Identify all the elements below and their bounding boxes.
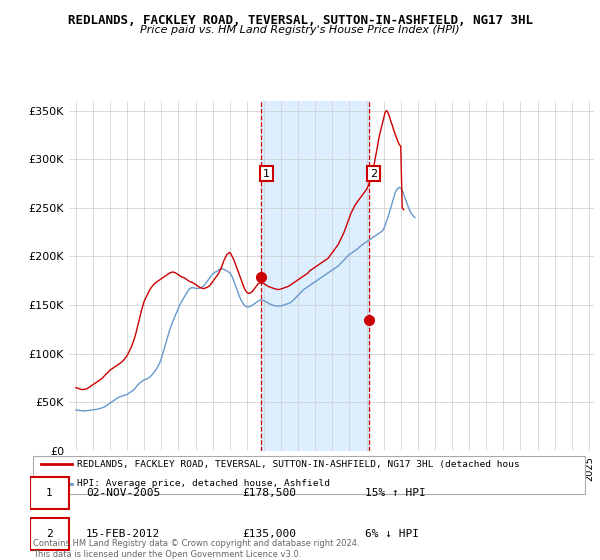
Bar <box>261 101 368 451</box>
Text: 15-FEB-2012: 15-FEB-2012 <box>86 529 160 539</box>
Text: £135,000: £135,000 <box>242 529 296 539</box>
Text: £178,500: £178,500 <box>242 488 296 498</box>
Text: 15% ↑ HPI: 15% ↑ HPI <box>365 488 425 498</box>
Text: 02-NOV-2005: 02-NOV-2005 <box>86 488 160 498</box>
FancyBboxPatch shape <box>33 456 585 493</box>
Text: REDLANDS, FACKLEY ROAD, TEVERSAL, SUTTON-IN-ASHFIELD, NG17 3HL: REDLANDS, FACKLEY ROAD, TEVERSAL, SUTTON… <box>67 14 533 27</box>
FancyBboxPatch shape <box>30 477 69 510</box>
Text: 1: 1 <box>46 488 53 498</box>
Text: 1: 1 <box>263 169 270 179</box>
Text: HPI: Average price, detached house, Ashfield: HPI: Average price, detached house, Ashf… <box>77 479 331 488</box>
Text: Contains HM Land Registry data © Crown copyright and database right 2024.
This d: Contains HM Land Registry data © Crown c… <box>33 539 359 559</box>
Text: Price paid vs. HM Land Registry's House Price Index (HPI): Price paid vs. HM Land Registry's House … <box>140 25 460 35</box>
Text: 6% ↓ HPI: 6% ↓ HPI <box>365 529 419 539</box>
Text: 2: 2 <box>370 169 377 179</box>
Text: 2: 2 <box>46 529 53 539</box>
FancyBboxPatch shape <box>30 517 69 550</box>
Text: REDLANDS, FACKLEY ROAD, TEVERSAL, SUTTON-IN-ASHFIELD, NG17 3HL (detached hous: REDLANDS, FACKLEY ROAD, TEVERSAL, SUTTON… <box>77 460 520 469</box>
